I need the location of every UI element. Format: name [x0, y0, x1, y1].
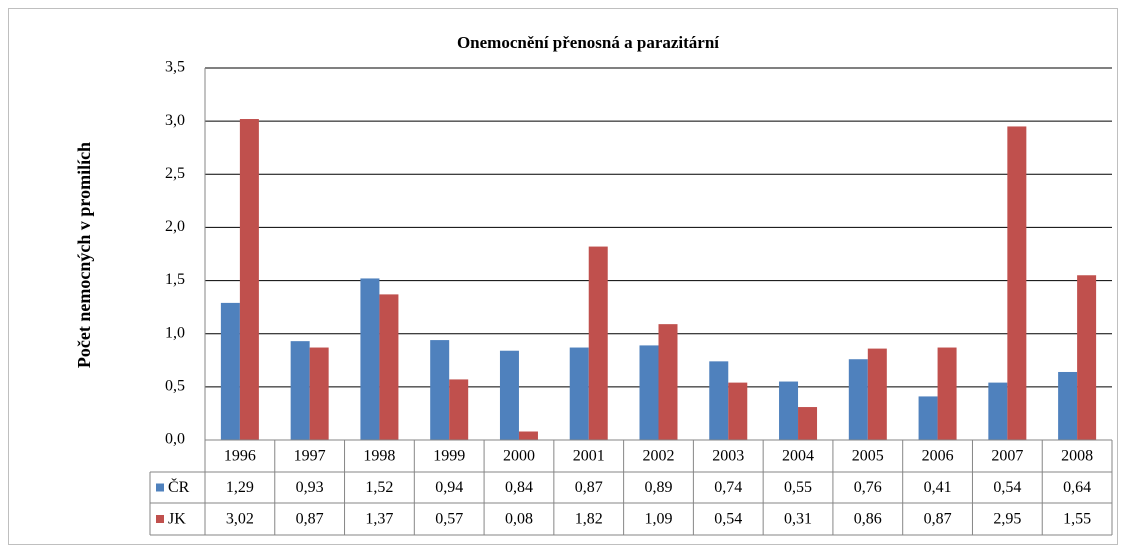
- table-value: 0,08: [505, 511, 533, 528]
- x-tick-label: 1997: [294, 448, 326, 465]
- legend-swatch: [156, 515, 164, 523]
- table-value: 1,29: [226, 479, 254, 496]
- table-value: 0,84: [505, 479, 533, 496]
- table-value: 0,41: [924, 479, 952, 496]
- bar: [1077, 275, 1097, 440]
- bar: [588, 246, 608, 440]
- x-tick-label: 2001: [573, 448, 605, 465]
- table-value: 1,52: [365, 479, 393, 496]
- table-value: 0,94: [435, 479, 463, 496]
- bar: [379, 294, 399, 440]
- table-value: 0,54: [714, 511, 742, 528]
- chart-title: Onemocnění přenosná a parazitární: [457, 33, 719, 52]
- table-value: 3,02: [226, 511, 254, 528]
- x-tick-label: 2006: [922, 448, 954, 465]
- table-value: 1,09: [645, 511, 673, 528]
- bar: [220, 302, 240, 440]
- y-tick-label: 1,5: [165, 271, 185, 288]
- table-value: 0,76: [854, 479, 882, 496]
- table-value: 0,55: [784, 479, 812, 496]
- bar: [918, 396, 938, 440]
- bar: [639, 345, 659, 440]
- bar: [430, 340, 450, 440]
- legend-swatch: [156, 483, 164, 492]
- bar: [360, 278, 380, 440]
- y-tick-label: 0,5: [165, 378, 185, 395]
- table-value: 0,87: [575, 479, 603, 496]
- bar: [518, 431, 538, 440]
- bar: [798, 407, 818, 440]
- table-value: 0,87: [924, 511, 952, 528]
- x-tick-label: 2002: [643, 448, 675, 465]
- y-tick-label: 0,0: [165, 431, 185, 448]
- bar: [449, 379, 469, 440]
- bar: [937, 347, 957, 440]
- x-tick-label: 2007: [991, 448, 1023, 465]
- x-tick-label: 2004: [782, 448, 814, 465]
- table-value: 1,82: [575, 511, 603, 528]
- bar: [569, 347, 589, 440]
- bar: [728, 382, 748, 440]
- bar: [988, 382, 1008, 440]
- table-value: 1,37: [365, 511, 393, 528]
- x-tick-label: 2005: [852, 448, 884, 465]
- bar: [290, 341, 310, 440]
- table-value: 0,74: [714, 479, 742, 496]
- bar: [658, 324, 678, 440]
- x-tick-label: 1999: [433, 448, 465, 465]
- table-value: 0,57: [435, 511, 463, 528]
- table-value: 0,64: [1063, 479, 1091, 496]
- table-value: 0,31: [784, 511, 812, 528]
- bar: [709, 361, 729, 440]
- table-value: 0,87: [296, 511, 324, 528]
- x-tick-label: 1996: [224, 448, 256, 465]
- x-tick-label: 2000: [503, 448, 535, 465]
- x-tick-label: 2008: [1061, 448, 1093, 465]
- table-value: 0,54: [993, 479, 1021, 496]
- bar: [848, 359, 868, 440]
- y-tick-label: 2,0: [165, 218, 185, 235]
- x-tick-label: 1998: [363, 448, 395, 465]
- y-tick-label: 3,5: [165, 59, 185, 76]
- legend-label: ČR: [168, 477, 190, 496]
- table-value: 0,89: [645, 479, 673, 496]
- table-value: 0,86: [854, 511, 882, 528]
- bar: [1058, 371, 1078, 440]
- x-tick-label: 2003: [712, 448, 744, 465]
- y-tick-label: 1,0: [165, 324, 185, 341]
- bar: [239, 119, 259, 440]
- table-value: 2,95: [993, 511, 1021, 528]
- bar: [499, 350, 519, 440]
- y-tick-label: 3,0: [165, 112, 185, 129]
- chart-frame: [8, 8, 1118, 545]
- table-value: 0,93: [296, 479, 324, 496]
- bar: [1007, 126, 1027, 440]
- legend-label: JK: [168, 511, 186, 528]
- bar: [779, 381, 799, 440]
- y-tick-label: 2,5: [165, 165, 185, 182]
- bar: [309, 347, 329, 440]
- table-value: 1,55: [1063, 511, 1091, 528]
- y-axis-title: Počet nemocných v promilích: [74, 142, 94, 368]
- bar: [867, 348, 887, 440]
